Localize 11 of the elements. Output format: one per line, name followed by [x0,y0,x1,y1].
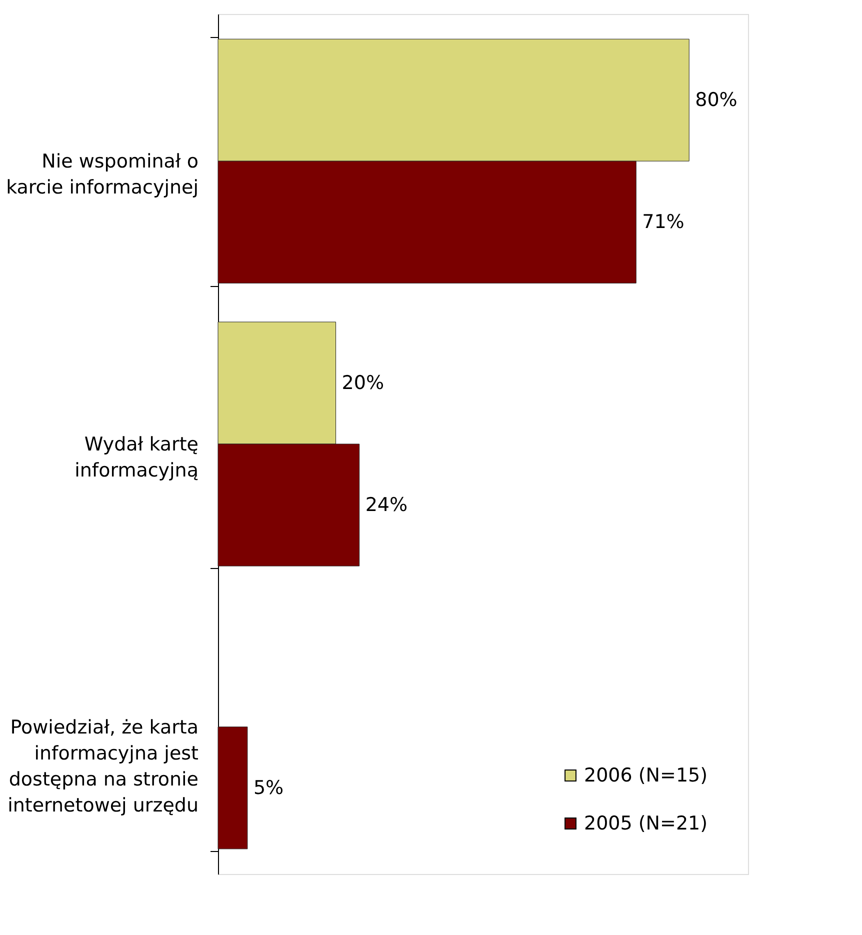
bar [218,726,248,850]
y-tick-label: Powiedział, że karta informacyjna jest dostępna na stronie internetowej urzędu [8,716,198,816]
data-label: 80% [695,89,738,112]
legend-label: 2006 (N=15) [584,764,708,786]
y-tick-label: Wydał kartę informacyjną [74,434,198,482]
legend-label: 2005 (N=21) [584,812,708,834]
data-label: 5% [253,776,284,799]
data-label: 24% [365,494,408,516]
y-tick-label: Nie wspominał o karcie informacyjnej [6,150,198,199]
data-label: 71% [642,211,684,234]
data-label: 20% [342,372,384,394]
